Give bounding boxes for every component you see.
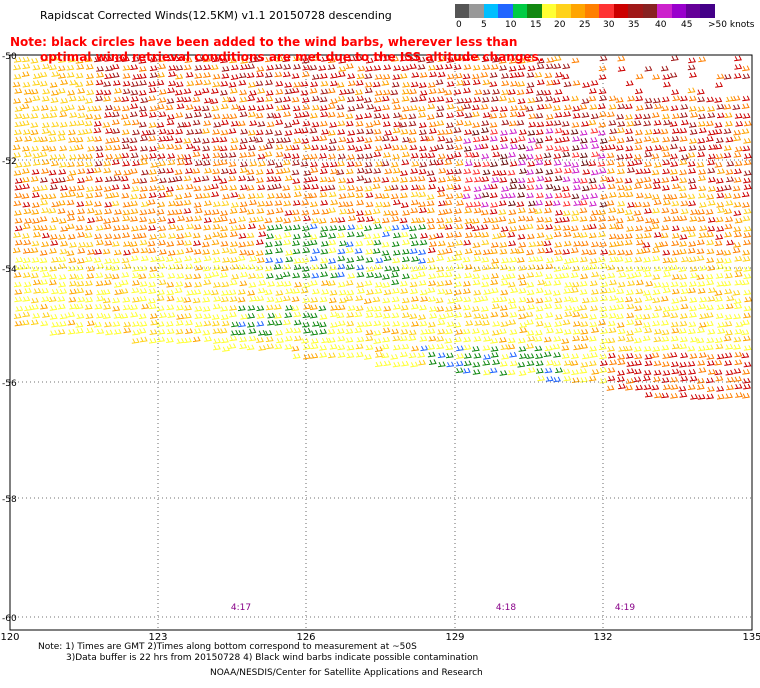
colorbar-swatch xyxy=(541,4,557,18)
colorbar-label: 40 xyxy=(655,20,667,30)
colorbar-labels: 0 5 10 15 20 25 30 35 40 45 >50 knots xyxy=(450,20,760,32)
latitude-label: -52 xyxy=(2,157,17,167)
colorbar-swatch xyxy=(642,4,658,18)
colorbar-swatch xyxy=(512,4,528,18)
note-line-2: optimal wind retrieval conditions are me… xyxy=(40,50,544,64)
latitude-label: -50 xyxy=(2,52,17,62)
colorbar-label: 5 xyxy=(481,20,487,30)
colorbar-swatch xyxy=(584,4,600,18)
colorbar-swatch xyxy=(498,4,513,18)
longitude-labels: 120 123 126 129 132 135 xyxy=(0,632,760,643)
latitude-label: -56 xyxy=(2,379,17,389)
colorbar-swatch xyxy=(686,4,701,18)
colorbar-swatch xyxy=(657,4,672,18)
footer-note-1: Note: 1) Times are GMT 2)Times along bot… xyxy=(38,642,417,652)
map-frame xyxy=(9,54,753,631)
longitude-label: 132 xyxy=(593,632,612,643)
colorbar-label: 15 xyxy=(530,20,542,30)
footer-credit: NOAA/NESDIS/Center for Satellite Applica… xyxy=(210,668,483,678)
colorbar-swatch xyxy=(527,4,542,18)
time-label: 4:19 xyxy=(615,603,635,613)
colorbar-label: >50 knots xyxy=(708,20,755,30)
colorbar-swatch xyxy=(599,4,614,18)
map-title: Rapidscat Corrected Winds(12.5KM) v1.1 2… xyxy=(40,9,392,22)
longitude-label: 129 xyxy=(445,632,464,643)
wind-barbs-layer xyxy=(12,55,753,400)
colorbar-label: 25 xyxy=(579,20,591,30)
colorbar-label: 0 xyxy=(456,20,462,30)
colorbar-swatch xyxy=(455,4,470,18)
colorbar-label: 10 xyxy=(505,20,517,30)
longitude-label: 135 xyxy=(742,632,760,643)
time-labels: 4:17 4:18 4:19 xyxy=(231,603,635,613)
colorbar-label: 35 xyxy=(628,20,640,30)
time-label: 4:17 xyxy=(231,603,251,613)
longitude-label: 126 xyxy=(296,632,315,643)
latitude-label: -54 xyxy=(2,265,17,275)
longitude-label: 120 xyxy=(0,632,19,643)
latitude-label: -58 xyxy=(2,495,17,505)
colorbar-swatch xyxy=(483,4,499,18)
colorbar-swatch xyxy=(613,4,629,18)
footer-note-2: 3)Data buffer is 22 hrs from 20150728 4)… xyxy=(66,653,479,663)
note-line-1: Note: black circles have been added to t… xyxy=(10,35,518,49)
colorbar-label: 30 xyxy=(603,20,615,30)
latitude-label: -60 xyxy=(2,614,17,624)
colorbar-label: 45 xyxy=(681,20,693,30)
time-label: 4:18 xyxy=(496,603,516,613)
contamination-note: Note: black circles have been added to t… xyxy=(10,35,543,65)
colorbar-label: 20 xyxy=(554,20,566,30)
wind-speed-colorbar xyxy=(455,4,715,18)
colorbar-swatch xyxy=(671,4,686,18)
colorbar-swatch xyxy=(556,4,571,18)
colorbar-swatch xyxy=(700,4,715,18)
colorbar-swatch xyxy=(570,4,585,18)
colorbar-swatch xyxy=(628,4,643,18)
latitude-labels: -50 -52 -54 -56 -58 -60 xyxy=(2,52,17,624)
colorbar-swatch xyxy=(469,4,484,18)
longitude-label: 123 xyxy=(148,632,167,643)
